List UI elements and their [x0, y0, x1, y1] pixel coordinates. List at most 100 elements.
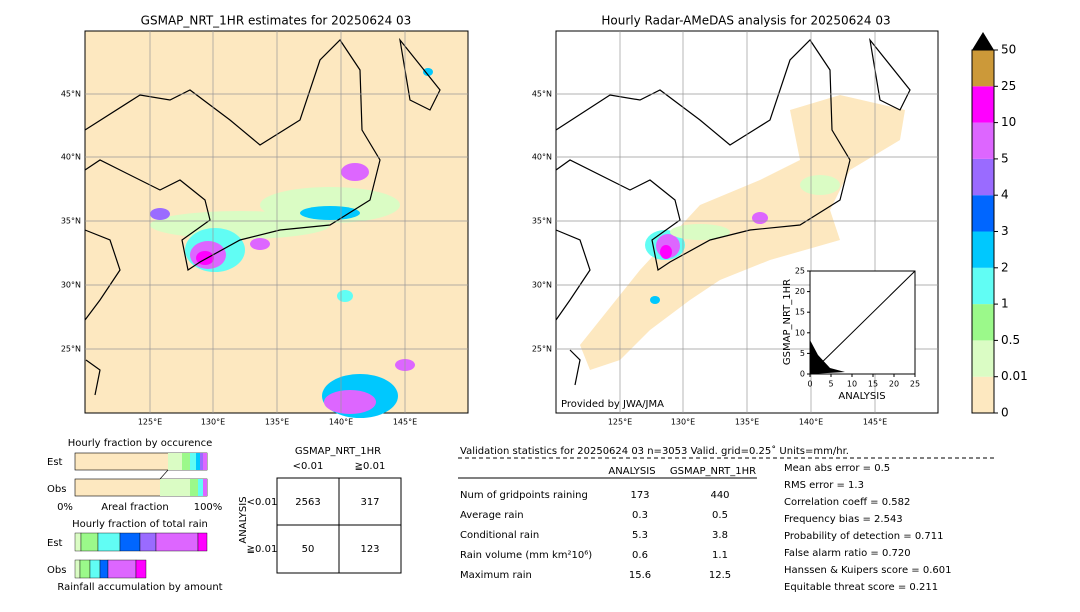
y-tick-label: 20: [795, 287, 805, 296]
stat-value: 1.1: [712, 550, 728, 561]
colorbar-segment: [972, 122, 994, 159]
lon-label: 125°E: [138, 418, 162, 427]
lon-label: 125°E: [608, 418, 632, 427]
lon-label: 145°E: [863, 418, 887, 427]
row-axis-label: ANALYSIS: [238, 496, 249, 543]
lon-label: 135°E: [735, 418, 759, 427]
colorbar-segment: [972, 231, 994, 268]
col-header: <0.01: [293, 461, 324, 472]
panel-title: Hourly fraction of total rain: [72, 519, 208, 530]
map-title: Hourly Radar-AMeDAS analysis for 2025062…: [601, 14, 890, 28]
row-label: Est: [47, 538, 63, 549]
lat-label: 35°N: [61, 217, 81, 226]
panel-title: Hourly fraction by occurence: [68, 438, 212, 449]
score: Equitable threat score = 0.211: [784, 582, 938, 593]
colorbar-segment: [972, 195, 994, 232]
coastline: [555, 37, 911, 386]
x-tick-label: 10: [847, 380, 857, 389]
colorbar-segment: [972, 86, 994, 123]
y-axis-label: GSMAP_NRT_1HR: [782, 279, 793, 365]
lon-label: 140°E: [799, 418, 823, 427]
y-tick-label: 25: [795, 267, 805, 276]
row-header: <0.01: [247, 497, 278, 508]
x-axis-label: ANALYSIS: [838, 391, 885, 402]
coastline: [84, 37, 441, 396]
x-tick-label: 25: [910, 380, 920, 389]
colorbar-segment: [972, 267, 994, 305]
colorbar-extend: [972, 32, 994, 50]
cell: 123: [360, 544, 379, 555]
lat-label: 30°N: [532, 281, 552, 290]
scatter-cloud: [810, 340, 845, 374]
lon-label: 130°E: [671, 418, 695, 427]
col-header: ≧0.01: [355, 461, 386, 472]
stats-header: Validation statistics for 20250624 03 n=…: [460, 445, 849, 457]
stat-label: Rain volume (mm km²10⁶): [460, 550, 592, 561]
score: Correlation coeff = 0.582: [784, 497, 910, 508]
col-header: GSMAP_NRT_1HR: [670, 466, 756, 477]
fraction-bars: [74, 452, 208, 497]
fraction-bars: [74, 532, 208, 579]
x-tick-label: 15: [868, 380, 878, 389]
y-tick-label: 10: [795, 328, 805, 337]
stat-label: Average rain: [460, 510, 524, 521]
lat-label: 35°N: [532, 217, 552, 226]
lat-label: 30°N: [61, 281, 81, 290]
score: Mean abs error = 0.5: [784, 463, 890, 474]
stat-value: 0.3: [632, 510, 648, 521]
score: Hanssen & Kuipers score = 0.601: [784, 565, 951, 576]
lon-label: 135°E: [265, 418, 289, 427]
y-tick-label: 0: [800, 370, 805, 379]
x-tick-label: 20: [889, 380, 899, 389]
lat-label: 45°N: [532, 90, 552, 99]
cell: 50: [302, 544, 315, 555]
credit: Provided by JWA/JMA: [561, 399, 664, 410]
stat-value: 12.5: [709, 570, 731, 581]
y-tick-label: 15: [795, 308, 805, 317]
axis-label: 100%: [194, 502, 223, 513]
colorbar-label: 0.01: [1001, 369, 1028, 383]
stat-value: 15.6: [629, 570, 651, 581]
lat-label: 45°N: [61, 90, 81, 99]
stat-value: 5.3: [632, 530, 648, 541]
x-tick-label: 0: [807, 380, 812, 389]
lat-label: 25°N: [61, 345, 81, 354]
cell: 2563: [295, 497, 320, 508]
score: False alarm ratio = 0.720: [784, 548, 911, 559]
stat-value: 440: [710, 490, 729, 501]
colorbar-segment: [972, 50, 994, 87]
score: Frequency bias = 2.543: [784, 514, 903, 525]
colorbar-label: 5: [1001, 151, 1009, 165]
score: Probability of detection = 0.711: [784, 531, 943, 542]
colorbar-label: 0.5: [1001, 333, 1020, 347]
colorbar-label: 0: [1001, 406, 1009, 420]
lat-label: 40°N: [61, 153, 81, 162]
panel-footer: Rainfall accumulation by amount: [57, 582, 222, 593]
stat-value: 0.5: [712, 510, 728, 521]
stat-value: 173: [630, 490, 649, 501]
colorbar-segment: [972, 340, 994, 377]
stat-label: Maximum rain: [460, 570, 532, 581]
lat-label: 40°N: [532, 153, 552, 162]
axis-label: 0%: [57, 502, 73, 513]
x-tick-label: 5: [828, 380, 833, 389]
colorbar-segment: [972, 158, 994, 196]
colorbar-label: 50: [1001, 43, 1016, 57]
colorbar-label: 10: [1001, 115, 1016, 129]
axis-label: Areal fraction: [101, 502, 168, 513]
cell: 317: [360, 497, 379, 508]
colorbar-label: 1: [1001, 297, 1009, 311]
table-title: GSMAP_NRT_1HR: [295, 446, 381, 457]
colorbar-segment: [972, 304, 994, 341]
row-label: Obs: [47, 565, 66, 576]
stat-label: Conditional rain: [460, 530, 539, 541]
row-label: Obs: [47, 484, 66, 495]
colorbar-label: 25: [1001, 79, 1016, 93]
col-header: ANALYSIS: [608, 466, 655, 477]
stat-value: 3.8: [712, 530, 728, 541]
lon-label: 140°E: [329, 418, 353, 427]
colorbar-label: 2: [1001, 260, 1009, 274]
lon-label: 130°E: [201, 418, 225, 427]
score: RMS error = 1.3: [784, 480, 864, 491]
